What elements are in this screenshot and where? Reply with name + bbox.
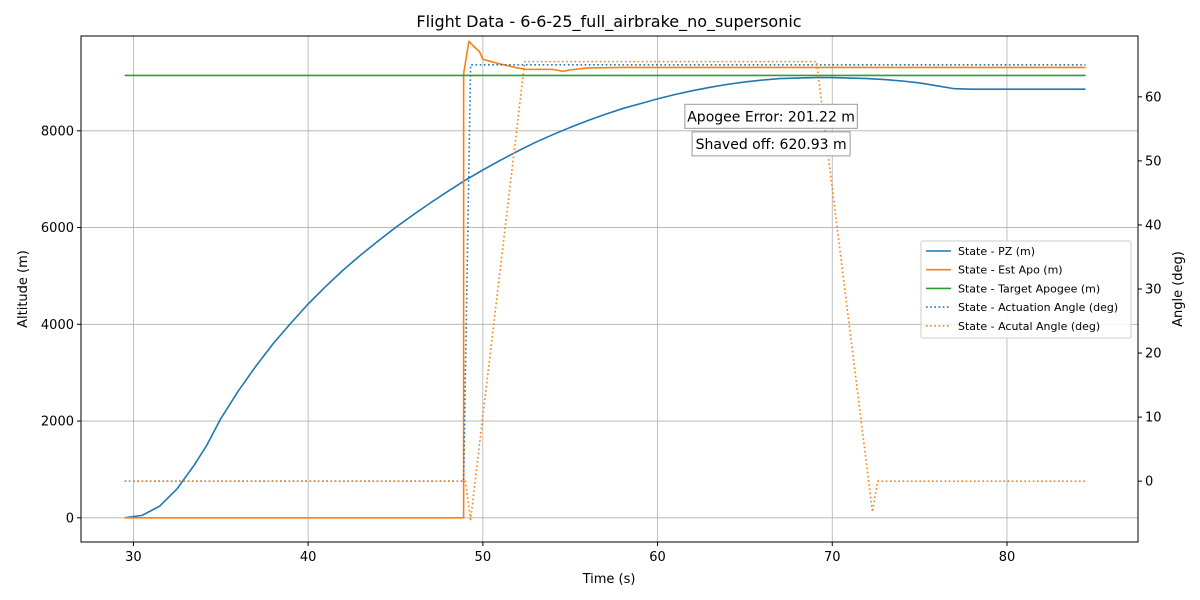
legend-label: State - Acutal Angle (deg) — [958, 320, 1100, 333]
x-tick-label: 40 — [300, 550, 317, 565]
series-line-2 — [124, 40, 1086, 519]
y-tick-label: 8000 — [41, 124, 74, 139]
y2-tick-label: 50 — [1145, 154, 1162, 169]
chart-title: Flight Data - 6-6-25_full_airbrake_no_su… — [416, 12, 801, 32]
grid-lines — [81, 36, 1138, 542]
x-tick-label: 80 — [999, 550, 1016, 565]
y-axis-title: Altitude (m) — [16, 250, 31, 328]
legend-label: State - Est Apo (m) — [958, 264, 1063, 277]
y-tick-label: 6000 — [41, 221, 74, 236]
x-tick-label: 70 — [824, 550, 841, 565]
x-tick-label: 50 — [475, 550, 492, 565]
legend-label: State - Actuation Angle (deg) — [958, 301, 1118, 314]
annotation-text: Shaved off: 620.93 m — [696, 137, 847, 153]
x-tick-label: 60 — [649, 550, 666, 565]
series-line-1 — [124, 76, 1086, 519]
y-tick-label: 2000 — [41, 415, 74, 430]
y-tick-label: 0 — [66, 511, 74, 526]
annotation-box — [691, 131, 851, 157]
annotations: Apogee Error: 201.22 m Shaved off: 620.93… — [684, 103, 858, 157]
legend-box — [920, 240, 1132, 339]
legend-label: State - PZ (m) — [958, 245, 1035, 258]
y2-tick-label: 0 — [1145, 475, 1153, 490]
x-tick-label: 30 — [125, 550, 142, 565]
y2-tick-label: 10 — [1145, 411, 1162, 426]
y2-tick-label: 40 — [1145, 218, 1162, 233]
y2-axis-title: Angle (deg) — [1171, 251, 1186, 327]
annotation-box — [684, 103, 858, 129]
y-tick-label: 4000 — [41, 318, 74, 333]
y2-tick-label: 30 — [1145, 283, 1162, 298]
series-line-4 — [124, 64, 1086, 482]
annotation-text: Apogee Error: 201.22 m — [687, 109, 855, 125]
y2-tick-label: 60 — [1145, 90, 1162, 105]
y2-tick-label: 20 — [1145, 347, 1162, 362]
x-axis-title: Time (s) — [582, 572, 636, 587]
legend: State - PZ (m) State - Est Apo (m) State -… — [920, 240, 1132, 339]
series-lines — [124, 40, 1086, 521]
legend-label: State - Target Apogee (m) — [958, 282, 1100, 295]
axis-ticks: 30 40 50 60 70 80 0 2000 4000 6000 8000 0 10 20 30 40 50… — [41, 90, 1162, 565]
